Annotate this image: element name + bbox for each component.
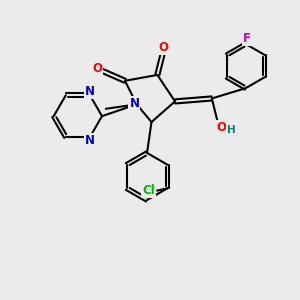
Text: N: N <box>129 97 140 110</box>
Text: O: O <box>92 61 102 75</box>
Text: F: F <box>243 32 251 45</box>
Text: O: O <box>158 41 168 54</box>
Text: Cl: Cl <box>142 184 155 197</box>
Text: N: N <box>85 85 95 98</box>
Text: N: N <box>85 134 95 147</box>
Text: O: O <box>216 121 226 134</box>
Text: H: H <box>226 125 235 135</box>
